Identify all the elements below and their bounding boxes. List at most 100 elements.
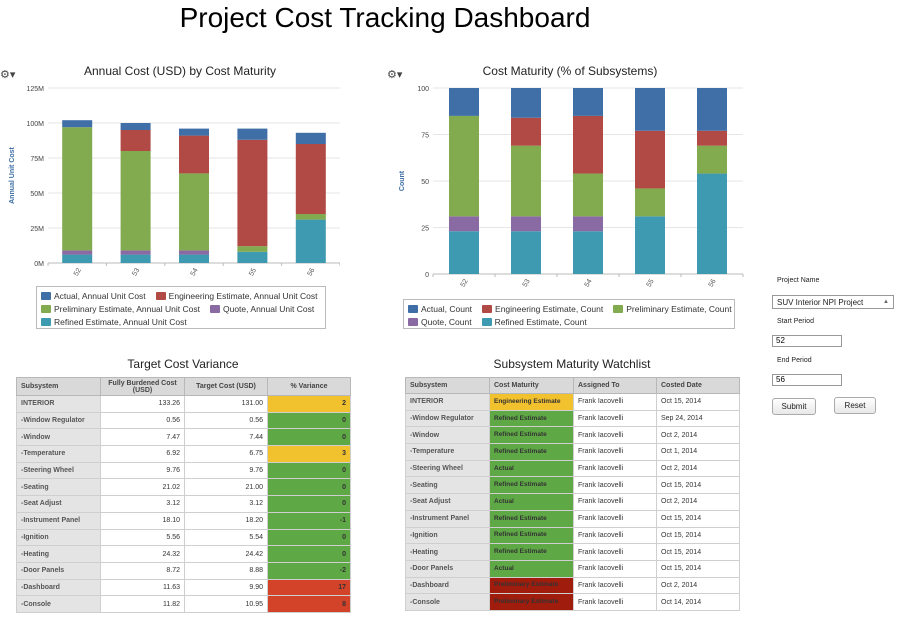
subsystem-cell[interactable]: INTERIOR bbox=[16, 395, 101, 413]
table-row[interactable]: -Door Panels 8.72 8.88 -2 bbox=[16, 561, 351, 580]
bar-segment-actual-55[interactable] bbox=[237, 128, 268, 140]
variance-header-target[interactable]: Target Cost (USD) bbox=[184, 377, 268, 396]
table-row[interactable]: -Temperature 6.92 6.75 3 bbox=[16, 445, 351, 463]
table-row[interactable]: -Dashboard Preliminary Estimate Frank Iaco… bbox=[405, 576, 740, 595]
table-row[interactable]: -Seat Adjust Actual Frank Iacovelli Oct 2, … bbox=[405, 493, 740, 511]
dropdown-arrow-icon[interactable]: ▲ bbox=[883, 299, 889, 305]
bar-segment-refined-55[interactable] bbox=[237, 251, 268, 263]
bar-segment-refined-56[interactable] bbox=[697, 173, 727, 274]
table-row[interactable]: -Door Panels Actual Frank Iacovelli Oct 15,… bbox=[405, 559, 740, 578]
table-row[interactable]: INTERIOR Engineering Estimate Frank Iacove… bbox=[405, 393, 740, 411]
end-period-input[interactable] bbox=[772, 374, 842, 386]
subsystem-cell[interactable]: -Console bbox=[16, 595, 101, 613]
bar-segment-refined-54[interactable] bbox=[179, 254, 209, 263]
legend-item-preliminary[interactable]: Preliminary Estimate, Annual Unit Cost bbox=[41, 304, 200, 314]
table-row[interactable]: -Heating 24.32 24.42 0 bbox=[16, 545, 351, 563]
subsystem-cell[interactable]: -Window bbox=[16, 428, 101, 447]
legend-item-actual[interactable]: Actual, Annual Unit Cost bbox=[41, 291, 146, 301]
bar-segment-actual-52[interactable] bbox=[449, 88, 479, 116]
subsystem-cell[interactable]: -Temperature bbox=[405, 443, 490, 461]
subsystem-cell[interactable]: -Window bbox=[405, 426, 490, 445]
table-row[interactable]: -Seat Adjust 3.12 3.12 0 bbox=[16, 495, 351, 513]
variance-header-subsystem[interactable]: Subsystem bbox=[16, 377, 101, 396]
table-row[interactable]: -Ignition Refined Estimate Frank Iacovelli… bbox=[405, 526, 740, 545]
bar-segment-preliminary-56[interactable] bbox=[295, 214, 326, 220]
submit-button[interactable]: Submit bbox=[772, 398, 816, 415]
subsystem-cell[interactable]: INTERIOR bbox=[405, 393, 490, 411]
legend-item-actual[interactable]: Actual, Count bbox=[408, 304, 472, 314]
bar-segment-refined-54[interactable] bbox=[573, 231, 603, 274]
table-row[interactable]: -Instrument Panel 18.10 18.20 -1 bbox=[16, 511, 351, 530]
bar-segment-preliminary-53[interactable] bbox=[120, 151, 151, 251]
subsystem-cell[interactable]: -Console bbox=[405, 593, 490, 611]
subsystem-cell[interactable]: -Seat Adjust bbox=[16, 495, 101, 513]
table-row[interactable]: -Dashboard 11.63 9.90 17 bbox=[16, 578, 351, 597]
bar-segment-engineering-55[interactable] bbox=[635, 130, 665, 189]
table-row[interactable]: -Console 11.82 10.95 8 bbox=[16, 595, 351, 613]
bar-segment-quote-54[interactable] bbox=[179, 250, 209, 255]
bar-segment-quote-54[interactable] bbox=[573, 216, 603, 232]
bar-segment-preliminary-54[interactable] bbox=[179, 173, 209, 251]
table-row[interactable]: -Window 7.47 7.44 0 bbox=[16, 428, 351, 447]
bar-segment-preliminary-53[interactable] bbox=[511, 145, 541, 217]
bar-segment-engineering-53[interactable] bbox=[120, 130, 151, 151]
table-row[interactable]: -Temperature Refined Estimate Frank Iacove… bbox=[405, 443, 740, 461]
subsystem-cell[interactable]: -Instrument Panel bbox=[16, 511, 101, 530]
table-row[interactable]: -Ignition 5.56 5.54 0 bbox=[16, 528, 351, 547]
reset-button[interactable]: Reset bbox=[834, 397, 876, 414]
legend-item-refined[interactable]: Refined Estimate, Annual Unit Cost bbox=[41, 317, 187, 327]
bar-segment-refined-53[interactable] bbox=[120, 254, 151, 263]
bar-segment-actual-52[interactable] bbox=[62, 120, 93, 128]
table-row[interactable]: -Console Preliminary Estimate Frank Iacove… bbox=[405, 593, 740, 611]
subsystem-cell[interactable]: -Seating bbox=[16, 478, 101, 497]
subsystem-cell[interactable]: -Door Panels bbox=[16, 561, 101, 580]
subsystem-cell[interactable]: -Seat Adjust bbox=[405, 493, 490, 511]
subsystem-cell[interactable]: -Steering Wheel bbox=[405, 459, 490, 478]
bar-segment-actual-53[interactable] bbox=[120, 123, 151, 130]
subsystem-cell[interactable]: -Dashboard bbox=[16, 578, 101, 597]
watchlist-header-date[interactable]: Costed Date bbox=[656, 377, 740, 394]
bar-segment-preliminary-52[interactable] bbox=[449, 115, 479, 217]
bar-segment-quote-53[interactable] bbox=[120, 250, 151, 255]
subsystem-cell[interactable]: -Instrument Panel bbox=[405, 509, 490, 528]
bar-segment-engineering-55[interactable] bbox=[237, 139, 268, 247]
bar-segment-refined-53[interactable] bbox=[511, 231, 541, 274]
table-row[interactable]: -Steering Wheel 9.76 9.76 0 bbox=[16, 461, 351, 480]
table-row[interactable]: INTERIOR 133.26 131.00 2 bbox=[16, 395, 351, 413]
bar-segment-quote-52[interactable] bbox=[449, 216, 479, 232]
subsystem-cell[interactable]: -Window Regulator bbox=[405, 409, 490, 428]
subsystem-cell[interactable]: -Ignition bbox=[405, 526, 490, 545]
watchlist-header-assigned[interactable]: Assigned To bbox=[573, 377, 657, 394]
subsystem-cell[interactable]: -Steering Wheel bbox=[16, 461, 101, 480]
table-row[interactable]: -Steering Wheel Actual Frank Iacovelli Oct … bbox=[405, 459, 740, 478]
bar-segment-refined-55[interactable] bbox=[635, 216, 665, 274]
bar-segment-actual-55[interactable] bbox=[635, 88, 665, 131]
bar-segment-actual-54[interactable] bbox=[573, 88, 603, 116]
legend-item-preliminary[interactable]: Preliminary Estimate, Count bbox=[613, 304, 732, 314]
bar-segment-engineering-56[interactable] bbox=[295, 144, 326, 214]
table-row[interactable]: -Seating Refined Estimate Frank Iacovelli O… bbox=[405, 476, 740, 495]
table-row[interactable]: -Window Regulator Refined Estimate Frank I… bbox=[405, 409, 740, 428]
chart-1-settings-gear-icon[interactable]: ⚙▾ bbox=[0, 68, 16, 81]
table-row[interactable]: -Window Regulator 0.56 0.56 0 bbox=[16, 411, 351, 430]
watchlist-header-subsystem[interactable]: Subsystem bbox=[405, 377, 490, 394]
bar-segment-engineering-56[interactable] bbox=[697, 130, 727, 146]
bar-segment-actual-54[interactable] bbox=[179, 128, 209, 136]
bar-segment-refined-52[interactable] bbox=[449, 231, 479, 274]
start-period-input[interactable] bbox=[772, 335, 842, 347]
bar-segment-refined-56[interactable] bbox=[295, 219, 326, 263]
bar-segment-preliminary-56[interactable] bbox=[697, 145, 727, 174]
subsystem-cell[interactable]: -Dashboard bbox=[405, 576, 490, 595]
subsystem-cell[interactable]: -Heating bbox=[405, 543, 490, 561]
bar-segment-refined-52[interactable] bbox=[62, 254, 93, 263]
table-row[interactable]: -Heating Refined Estimate Frank Iacovelli O… bbox=[405, 543, 740, 561]
bar-segment-actual-53[interactable] bbox=[511, 88, 541, 118]
legend-item-quote[interactable]: Quote, Annual Unit Cost bbox=[209, 304, 314, 314]
subsystem-cell[interactable]: -Door Panels bbox=[405, 559, 490, 578]
bar-segment-engineering-54[interactable] bbox=[179, 135, 209, 174]
legend-item-engineering[interactable]: Engineering Estimate, Count bbox=[482, 304, 603, 314]
bar-segment-engineering-53[interactable] bbox=[511, 117, 541, 146]
variance-header-cost[interactable]: Fully Burdened Cost (USD) bbox=[100, 377, 185, 396]
table-row[interactable]: -Window Refined Estimate Frank Iacovelli Oc… bbox=[405, 426, 740, 445]
subsystem-cell[interactable]: -Temperature bbox=[16, 445, 101, 463]
